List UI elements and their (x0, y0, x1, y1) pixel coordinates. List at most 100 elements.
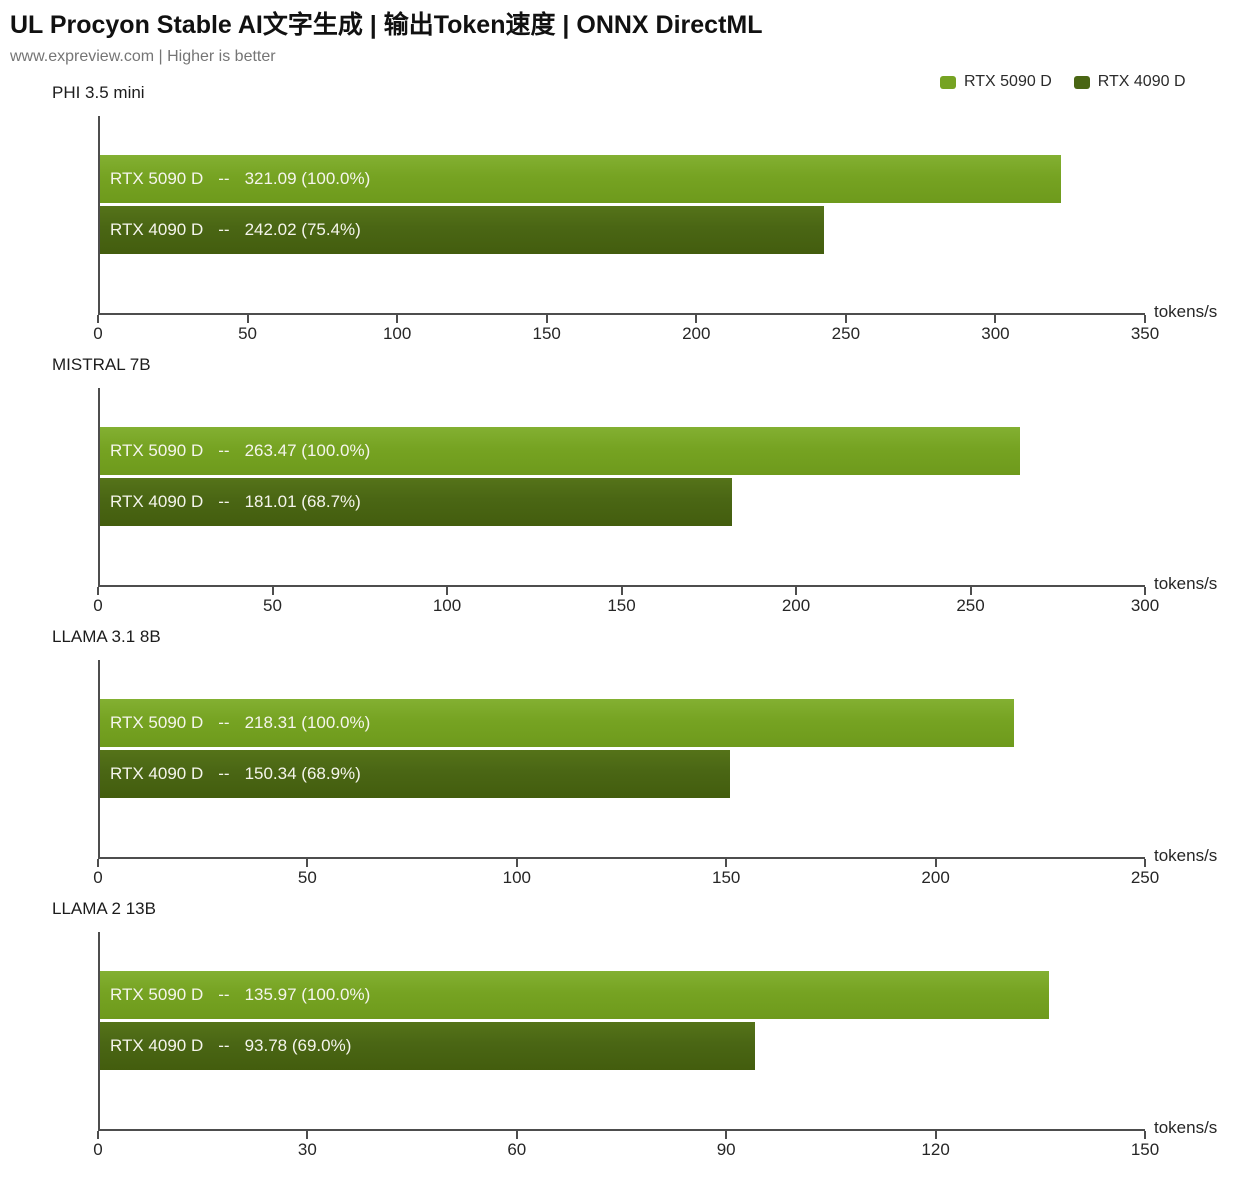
legend: RTX 5090 D RTX 4090 D (940, 73, 1186, 91)
axis-tick-label: 250 (956, 596, 985, 615)
bar-value: 321.09 (100.0%) (244, 169, 371, 188)
x-axis: 0 30 60 90 120 150 tokens/s (93, 1118, 1217, 1165)
axis-tick-label: 350 (1130, 324, 1160, 343)
model-title: MISTRAL 7B (52, 355, 151, 374)
axis-tick (934, 859, 937, 867)
bar-label: RTX 5090 D -- 218.31 (100.0%) (100, 713, 370, 733)
axis-tick (446, 587, 448, 595)
axis-tick (695, 315, 698, 323)
x-axis: 0 50 100 150 200 250 tokens/s (93, 846, 1217, 893)
axis-tick-label: 200 (921, 868, 950, 887)
bar-value: 263.47 (100.0%) (244, 441, 371, 460)
axis-tick-label: 120 (921, 1140, 950, 1159)
legend-swatch-icon (940, 75, 956, 89)
axis-tick (725, 859, 728, 867)
chart-header: UL Procyon Stable AI文字生成 | 输出Token速度 | O… (0, 0, 1242, 66)
axis-tick-label: 250 (831, 324, 861, 343)
axis-tick-label: 150 (1130, 1140, 1160, 1159)
bar-label: RTX 5090 D -- 263.47 (100.0%) (100, 441, 370, 461)
axis-tick (844, 315, 847, 323)
axis-tick (515, 859, 518, 867)
axis-tick (994, 315, 997, 323)
axis-tick-label: 250 (1130, 868, 1160, 887)
axis-tick-label: 200 (682, 324, 711, 343)
axis-tick (271, 587, 274, 595)
bar-label: RTX 4090 D -- 93.78 (69.0%) (100, 1036, 351, 1056)
axis-tick-label: 150 (607, 596, 636, 615)
bar-value: 93.78 (69.0%) (244, 1036, 352, 1055)
chart-section: LLAMA 2 13B RTX 5090 D -- 135.97 (100.0%) R… (0, 899, 1242, 1165)
legend-label: RTX 4090 D (1097, 73, 1186, 90)
bar-label: RTX 5090 D -- 321.09 (100.0%) (100, 169, 370, 189)
axis-tick (969, 587, 972, 595)
axis-tick-label: 30 (297, 1140, 317, 1159)
bar-rtx-4090-d: RTX 4090 D -- 242.02 (75.4%) (100, 206, 824, 254)
axis-tick-label: 300 (981, 324, 1010, 343)
bar-label-separator: -- (218, 220, 230, 239)
axis-tick-label: 100 (502, 868, 531, 887)
bar-label-separator: -- (218, 492, 230, 511)
axis-tick-label: 0 (93, 324, 103, 343)
axis-tick-label: 0 (93, 596, 103, 615)
bar-gpu-name: RTX 4090 D (110, 492, 204, 511)
axis-tick (97, 859, 99, 867)
legend-item: RTX 5090 D (940, 73, 1052, 91)
chart-section: MISTRAL 7B RTX 5090 D -- 263.47 (100.0%) RT… (0, 355, 1242, 621)
bar-rtx-4090-d: RTX 4090 D -- 181.01 (68.7%) (100, 478, 732, 526)
legend-label: RTX 5090 D (964, 73, 1052, 90)
bar-rtx-4090-d: RTX 4090 D -- 150.34 (68.9%) (100, 750, 730, 798)
axis-tick (934, 1131, 937, 1139)
axis-tick (306, 859, 309, 867)
bar-label-separator: -- (218, 985, 230, 1004)
charts-container: PHI 3.5 mini RTX 5090 D -- 321.09 (100.0%)… (0, 83, 1242, 1165)
legend-item: RTX 4090 D (1073, 73, 1186, 91)
axis-tick (545, 315, 548, 323)
plot-area: RTX 5090 D -- 321.09 (100.0%) RTX 4090 D -- 2… (98, 116, 1145, 313)
bar-gpu-name: RTX 5090 D (110, 985, 204, 1004)
axis-tick (725, 1131, 728, 1139)
bar-label-separator: -- (218, 713, 230, 732)
bar-gpu-name: RTX 5090 D (110, 169, 204, 188)
axis-tick (515, 1131, 518, 1139)
page-title: UL Procyon Stable AI文字生成 | 输出Token速度 | O… (10, 11, 763, 39)
axis-tick-label: 50 (263, 596, 282, 615)
bar-value: 242.02 (75.4%) (244, 220, 361, 239)
axis-tick (620, 587, 623, 595)
bar-gpu-name: RTX 4090 D (110, 1036, 204, 1055)
bar-gpu-name: RTX 4090 D (110, 764, 204, 783)
y-axis-line (98, 116, 100, 313)
axis-tick-label: 90 (716, 1140, 736, 1159)
bar-label: RTX 4090 D -- 181.01 (68.7%) (100, 492, 361, 512)
axis-unit-label: tokens/s (1154, 302, 1218, 321)
bar-label: RTX 4090 D -- 150.34 (68.9%) (100, 764, 361, 784)
axis-unit-label: tokens/s (1154, 574, 1218, 593)
axis-tick (246, 315, 249, 323)
axis-tick-label: 150 (532, 324, 561, 343)
plot-area: RTX 5090 D -- 135.97 (100.0%) RTX 4090 D -- 9… (98, 932, 1145, 1129)
bar-value: 150.34 (68.9%) (244, 764, 361, 783)
legend-swatch-icon (1073, 75, 1090, 89)
axis-tick (97, 315, 99, 323)
axis-tick (1144, 315, 1146, 323)
x-axis: 0 50 100 150 200 250 300 tokens/s (93, 574, 1217, 621)
bar-rtx-5090-d: RTX 5090 D -- 218.31 (100.0%) (100, 699, 1015, 747)
axis-unit-label: tokens/s (1154, 1118, 1218, 1137)
axis-tick-label: 0 (93, 868, 103, 887)
axis-tick-label: 300 (1130, 596, 1160, 615)
bar-gpu-name: RTX 5090 D (110, 441, 204, 460)
axis-tick-label: 0 (93, 1140, 103, 1159)
bar-label-separator: -- (218, 441, 230, 460)
bar-label: RTX 5090 D -- 135.97 (100.0%) (100, 985, 370, 1005)
x-axis: 0 50 100 150 200 250 300 350 tokens/s (93, 302, 1217, 349)
axis-tick (1144, 587, 1146, 595)
bar-rtx-4090-d: RTX 4090 D -- 93.78 (69.0%) (100, 1022, 755, 1070)
axis-tick (306, 1131, 309, 1139)
chart-section: PHI 3.5 mini RTX 5090 D -- 321.09 (100.0%)… (0, 83, 1242, 349)
bar-value: 135.97 (100.0%) (244, 985, 371, 1004)
axis-tick (1144, 859, 1146, 867)
bar-value: 181.01 (68.7%) (244, 492, 361, 511)
bar-rtx-5090-d: RTX 5090 D -- 263.47 (100.0%) (100, 427, 1020, 475)
axis-tick-label: 100 (432, 596, 462, 615)
chart-section: LLAMA 3.1 8B RTX 5090 D -- 218.31 (100.0%)… (0, 627, 1242, 893)
axis-tick (1144, 1131, 1146, 1139)
